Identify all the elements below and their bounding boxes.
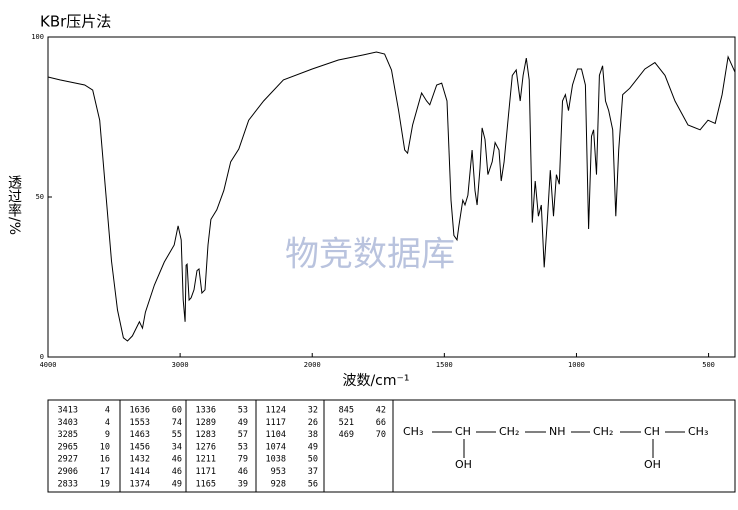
peak-transmittance: 46: [238, 467, 248, 477]
x-tick-label: 2000: [304, 361, 321, 369]
peak-wavenumber: 1289: [196, 418, 216, 428]
peak-transmittance: 26: [308, 418, 318, 428]
peak-wavenumber: 2906: [58, 467, 78, 477]
x-tick-label: 3000: [172, 361, 189, 369]
atom: OH: [455, 458, 472, 471]
y-tick-label: 50: [36, 193, 44, 201]
peak-transmittance: 56: [308, 479, 318, 489]
peak-wavenumber: 469: [339, 430, 354, 440]
peak-transmittance: 46: [172, 467, 182, 477]
atom: NH: [549, 425, 566, 438]
peak-wavenumber: 1414: [130, 467, 150, 477]
peak-wavenumber: 2965: [58, 442, 78, 452]
chart-title: KBr压片法: [40, 13, 111, 31]
peak-wavenumber: 1636: [130, 406, 150, 416]
peak-transmittance: 46: [172, 455, 182, 465]
peak-transmittance: 10: [100, 442, 110, 452]
spectrum-line: [47, 51, 736, 342]
peak-wavenumber: 2927: [58, 455, 78, 465]
peak-transmittance: 66: [376, 418, 386, 428]
peak-transmittance: 74: [172, 418, 182, 428]
x-tick-label: 1000: [568, 361, 585, 369]
peak-transmittance: 79: [238, 455, 248, 465]
peak-wavenumber: 1104: [266, 430, 286, 440]
y-axis-label: 透过率/%: [6, 175, 22, 235]
x-tick-label: 1500: [436, 361, 453, 369]
x-tick-label: 500: [702, 361, 715, 369]
peak-wavenumber: 1211: [196, 455, 216, 465]
peak-transmittance: 42: [376, 406, 386, 416]
peak-transmittance: 55: [172, 430, 182, 440]
peak-wavenumber: 3413: [58, 406, 78, 416]
peak-transmittance: 38: [308, 430, 318, 440]
peak-wavenumber: 1117: [266, 418, 286, 428]
peak-transmittance: 16: [100, 455, 110, 465]
peak-wavenumber: 521: [339, 418, 354, 428]
peak-wavenumber: 845: [339, 406, 354, 416]
table-dividers: [119, 400, 394, 492]
peak-wavenumber: 1276: [196, 442, 216, 452]
peak-transmittance: 34: [172, 442, 182, 452]
peak-transmittance: 60: [172, 406, 182, 416]
peak-transmittance: 70: [376, 430, 386, 440]
y-tick-label: 100: [31, 33, 44, 41]
atom: CH₃: [688, 425, 708, 438]
peak-wavenumber: 1038: [266, 455, 286, 465]
peak-wavenumber: 3403: [58, 418, 78, 428]
peak-transmittance: 49: [238, 418, 248, 428]
peak-transmittance: 4: [105, 418, 110, 428]
peak-transmittance: 4: [105, 406, 110, 416]
peak-transmittance: 17: [100, 467, 110, 477]
atom: OH: [644, 458, 661, 471]
peak-transmittance: 19: [100, 479, 110, 489]
peak-wavenumber: 1074: [266, 442, 286, 452]
atom: CH₂: [593, 425, 613, 438]
peak-transmittance: 37: [308, 467, 318, 477]
x-axis-label: 波数/cm⁻¹: [342, 373, 409, 389]
peak-transmittance: 9: [105, 430, 110, 440]
atom: CH₃: [403, 425, 423, 438]
peak-wavenumber: 2833: [58, 479, 78, 489]
x-tick-label: 4000: [40, 361, 57, 369]
peak-transmittance: 50: [308, 455, 318, 465]
peak-transmittance: 39: [238, 479, 248, 489]
atom: CH: [644, 425, 660, 438]
peak-transmittance: 49: [308, 442, 318, 452]
peak-wavenumber: 1283: [196, 430, 216, 440]
table-frame: [47, 399, 736, 493]
peak-wavenumber: 1553: [130, 418, 150, 428]
peak-wavenumber: 1336: [196, 406, 216, 416]
peak-wavenumber: 1374: [130, 479, 150, 489]
y-tick-label: 0: [40, 353, 44, 361]
peak-wavenumber: 1124: [266, 406, 286, 416]
peak-wavenumber: 1165: [196, 479, 216, 489]
peak-wavenumber: 1171: [196, 467, 216, 477]
peak-transmittance: 49: [172, 479, 182, 489]
watermark: 物竞数据库: [285, 235, 455, 275]
atom: CH₂: [499, 425, 519, 438]
peak-wavenumber: 1463: [130, 430, 150, 440]
bonds: [432, 431, 685, 458]
atom: CH: [455, 425, 471, 438]
peak-transmittance: 57: [238, 430, 248, 440]
peak-wavenumber: 3285: [58, 430, 78, 440]
peak-wavenumber: 928: [271, 479, 286, 489]
peak-transmittance: 53: [238, 442, 248, 452]
peak-transmittance: 32: [308, 406, 318, 416]
peak-transmittance: 53: [238, 406, 248, 416]
peak-wavenumber: 953: [271, 467, 286, 477]
peak-wavenumber: 1432: [130, 455, 150, 465]
peak-wavenumber: 1456: [130, 442, 150, 452]
